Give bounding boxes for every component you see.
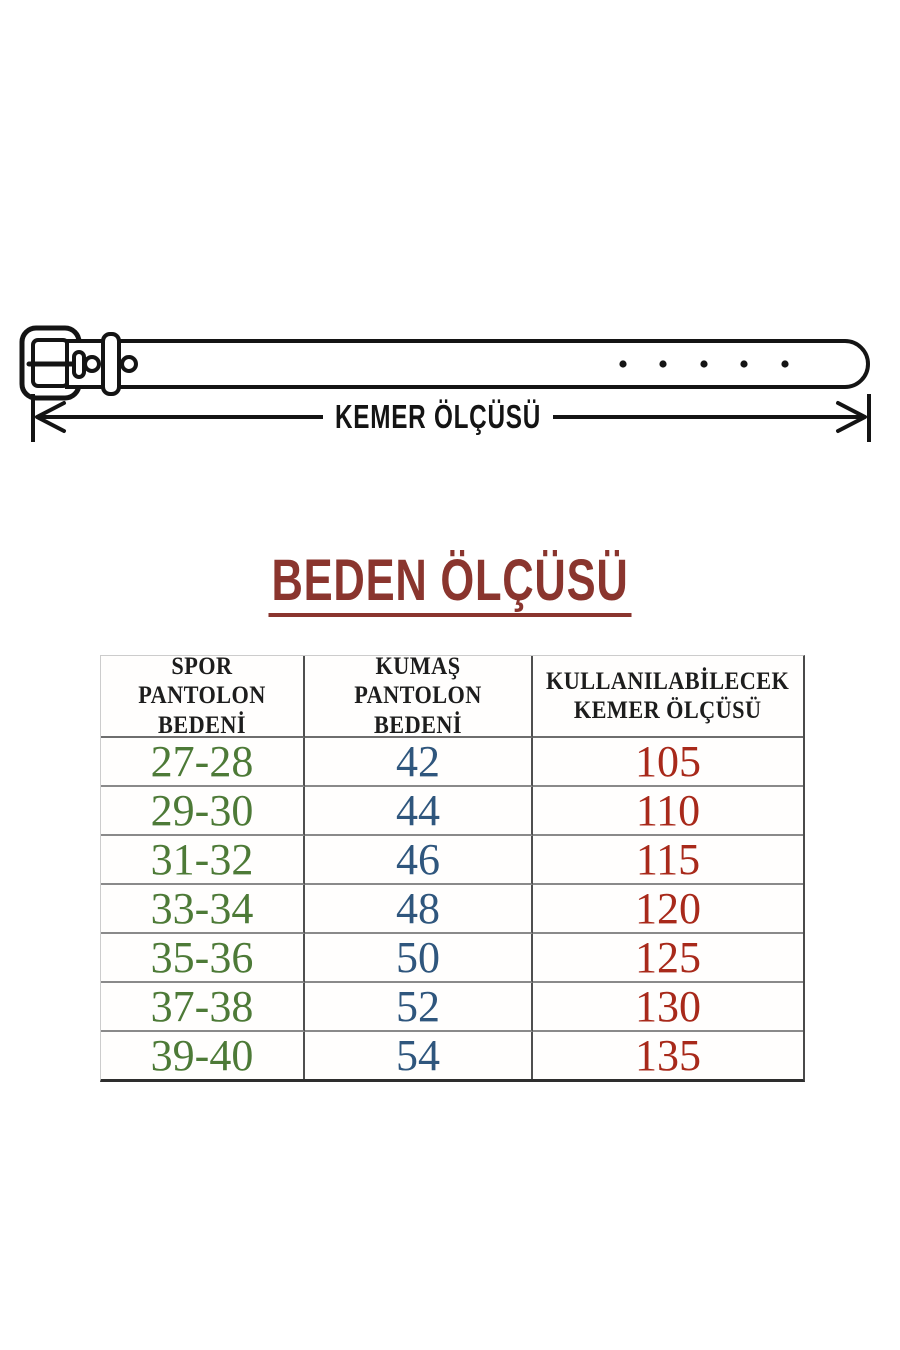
table-row: 33-34 48 120	[101, 885, 803, 934]
cell-spor-beden: 33-34	[101, 885, 305, 934]
header-label: KULLANILABİLECEK KEMER ÖLÇÜSÜ	[546, 667, 790, 725]
table-row: 35-36 50 125	[101, 934, 803, 983]
table-row: 39-40 54 135	[101, 1032, 803, 1079]
header-label: KUMAŞ PANTOLON BEDENİ	[354, 652, 482, 739]
belt-dot	[619, 360, 627, 368]
cell-kemer-olcusu: 105	[533, 738, 803, 787]
title-row: BEDEN ÖLÇÜSÜ	[0, 552, 900, 622]
buckle-prong-tip	[72, 350, 86, 379]
cell-kumas-beden: 46	[305, 836, 533, 885]
belt-dot	[781, 360, 789, 368]
table-header-row: SPOR PANTOLON BEDENİ KUMAŞ PANTOLON BEDE…	[101, 653, 803, 739]
arrowhead-right-icon	[836, 401, 867, 433]
cell-kumas-beden: 48	[305, 885, 533, 934]
cell-spor-beden: 37-38	[101, 983, 305, 1032]
belt-hole	[120, 355, 138, 373]
arrowhead-left-icon	[35, 401, 66, 433]
cell-kumas-beden: 50	[305, 934, 533, 983]
size-table: SPOR PANTOLON BEDENİ KUMAŞ PANTOLON BEDE…	[100, 653, 805, 1082]
cell-spor-beden: 35-36	[101, 934, 305, 983]
cell-kumas-beden: 44	[305, 787, 533, 836]
cell-kemer-olcusu: 120	[533, 885, 803, 934]
header-spor-pantolon: SPOR PANTOLON BEDENİ	[101, 653, 305, 739]
cell-spor-beden: 31-32	[101, 836, 305, 885]
cell-kemer-olcusu: 130	[533, 983, 803, 1032]
cell-kemer-olcusu: 135	[635, 1030, 701, 1080]
header-label: SPOR PANTOLON BEDENİ	[138, 652, 266, 739]
cell-kumas-beden: 42	[305, 738, 533, 787]
cell-kumas-beden: 52	[305, 983, 533, 1032]
belt-strap	[65, 339, 871, 389]
cell-kemer-olcusu: 110	[533, 787, 803, 836]
header-kumas-pantolon: KUMAŞ PANTOLON BEDENİ	[305, 653, 533, 739]
cell-kumas-beden: 54	[305, 1032, 533, 1079]
belt-dot	[740, 360, 748, 368]
table-row: 37-38 52 130	[101, 983, 803, 1032]
table-row: 29-30 44 110	[101, 787, 803, 836]
belt-keeper	[101, 332, 121, 396]
belt-hole	[83, 355, 101, 373]
cell-kemer-olcusu: 125	[533, 934, 803, 983]
belt-dot	[700, 360, 708, 368]
cell-kemer-olcusu: 115	[533, 836, 803, 885]
belt-length-label: KEMER ÖLÇÜSÜ	[335, 398, 541, 435]
page-title: BEDEN ÖLÇÜSÜ	[268, 552, 632, 617]
header-kemer-olcusu: KULLANILABİLECEK KEMER ÖLÇÜSÜ	[533, 656, 803, 738]
cell-spor-beden: 27-28	[101, 738, 305, 787]
belt-diagram: KEMER ÖLÇÜSÜ	[19, 325, 871, 442]
table-row: 27-28 42 105	[101, 738, 803, 787]
table-row: 31-32 46 115	[101, 836, 803, 885]
belt-dot	[659, 360, 667, 368]
table-body: 27-28 42 105 29-30 44 110 31-32 46 115 33-34 48 120…	[101, 738, 803, 1079]
cell-spor-beden: 29-30	[101, 787, 305, 836]
cell-spor-beden: 39-40	[101, 1032, 305, 1079]
